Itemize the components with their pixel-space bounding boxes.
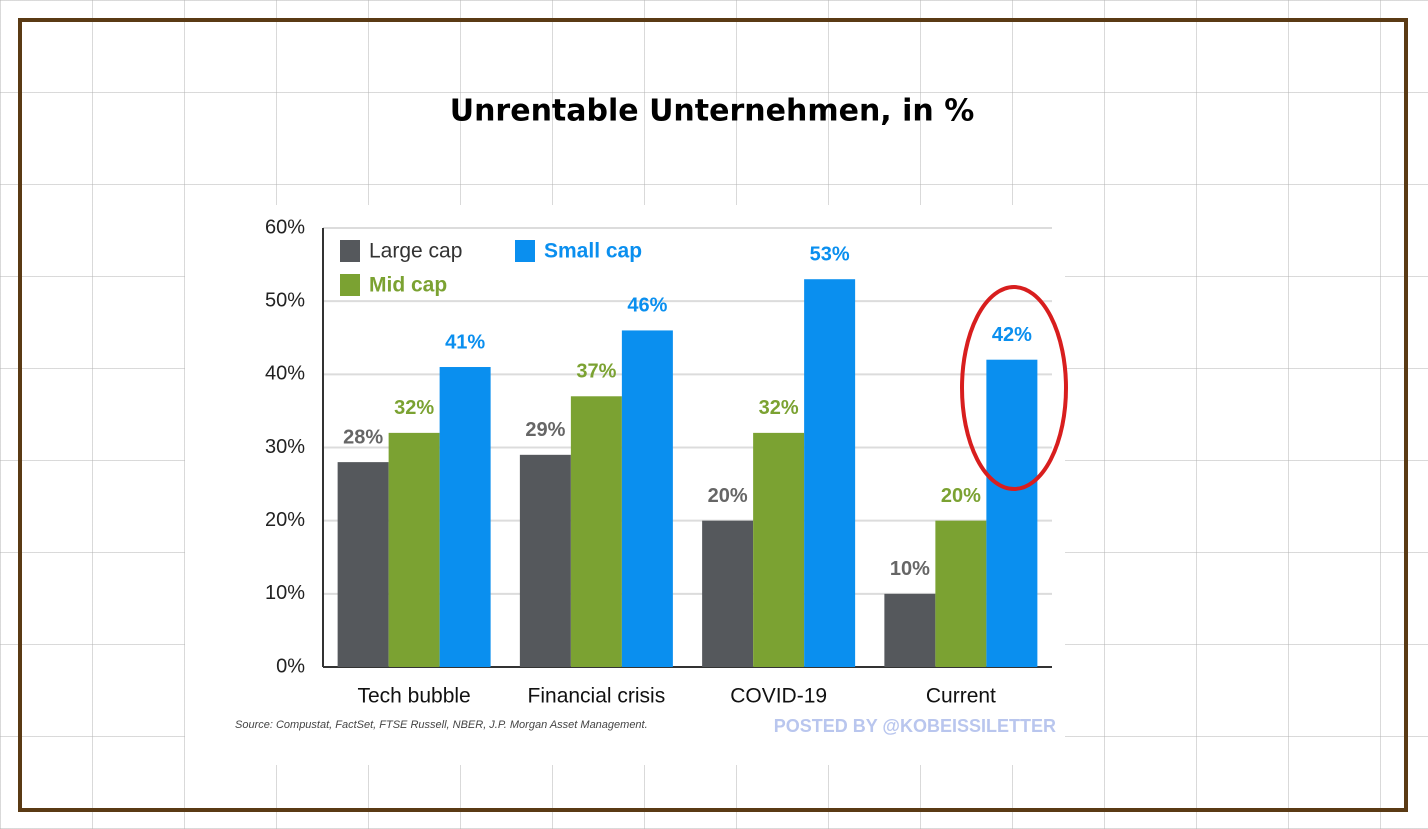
- value-label: 28%: [343, 426, 383, 448]
- y-tick-label: 0%: [276, 655, 305, 677]
- frame: [18, 18, 1408, 812]
- value-label: 46%: [627, 295, 667, 317]
- x-tick-label: Financial crisis: [528, 685, 666, 708]
- value-label: 32%: [759, 397, 799, 419]
- y-tick-label: 10%: [265, 582, 305, 604]
- value-label: 41%: [445, 331, 485, 353]
- value-label: 37%: [576, 361, 616, 383]
- bar: [935, 520, 987, 667]
- bar: [337, 462, 389, 667]
- x-tick-label: COVID-19: [730, 685, 827, 708]
- chart-title: Unrentable Unternehmen, in %: [450, 94, 975, 129]
- x-tick-label: Tech bubble: [357, 685, 470, 708]
- watermark: POSTED BY @KOBEISSILETTER: [774, 716, 1056, 736]
- legend-label: Large cap: [369, 240, 462, 263]
- source-note: Source: Compustat, FactSet, FTSE Russell…: [235, 719, 648, 731]
- bar: [986, 359, 1038, 667]
- y-tick-label: 40%: [265, 363, 305, 385]
- value-label: 42%: [992, 324, 1032, 346]
- value-label: 10%: [890, 558, 930, 580]
- bar: [519, 454, 571, 667]
- bar: [570, 396, 622, 667]
- bar: [702, 520, 754, 667]
- value-label: 32%: [394, 397, 434, 419]
- legend-label: Mid cap: [369, 274, 447, 297]
- legend-swatch: [340, 274, 360, 296]
- bar: [753, 432, 805, 667]
- bar: [439, 367, 491, 667]
- highlight-ellipse: [960, 285, 1068, 491]
- bar: [621, 330, 673, 667]
- bar: [804, 279, 856, 667]
- legend-swatch: [515, 240, 535, 262]
- legend-swatch: [340, 240, 360, 262]
- x-tick-label: Current: [926, 685, 996, 708]
- value-label: 20%: [941, 485, 981, 507]
- y-tick-label: 60%: [265, 216, 305, 238]
- bar: [388, 432, 440, 667]
- value-label: 29%: [525, 419, 565, 441]
- bar: [884, 593, 936, 667]
- y-tick-label: 20%: [265, 509, 305, 531]
- legend-label: Small cap: [544, 240, 642, 263]
- y-tick-label: 50%: [265, 289, 305, 311]
- value-label: 53%: [810, 243, 850, 265]
- value-label: 20%: [708, 485, 748, 507]
- y-tick-label: 30%: [265, 436, 305, 458]
